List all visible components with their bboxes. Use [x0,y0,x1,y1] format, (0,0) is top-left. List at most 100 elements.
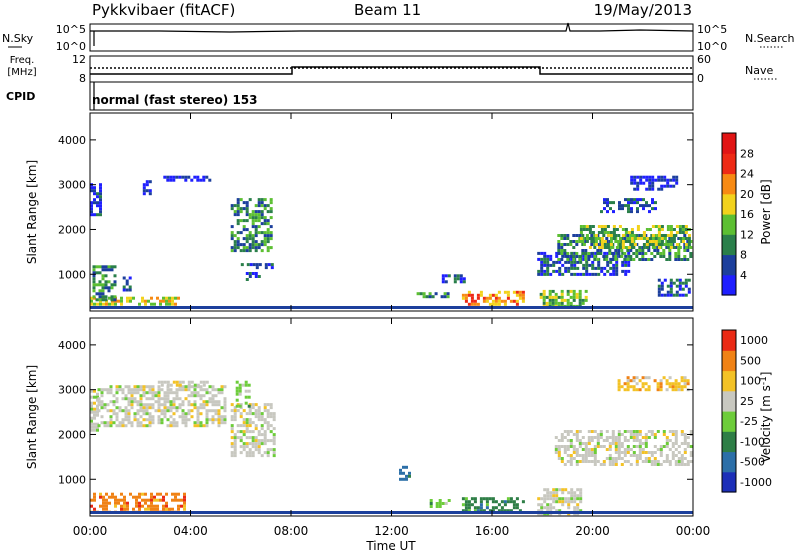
velocity-cell-11 [617,382,621,386]
power-cell-13 [600,269,604,273]
power-cell-15 [648,228,652,231]
power-cell-15 [681,228,685,231]
velocity-cell-8 [467,503,471,507]
power-cell-16 [627,201,630,205]
velocity-cell-2 [106,391,110,395]
power-cell-14 [587,252,591,255]
velocity-cell-10 [683,433,687,436]
power-cell-13 [540,272,544,276]
power-cell-12 [560,289,564,293]
velocity-cell-2 [103,424,107,428]
velocity-cell-8 [515,497,519,501]
velocity-cell-3 [202,380,206,384]
power-cell-17 [648,181,652,185]
power-cell-14 [668,252,672,255]
velocity-cell-0 [144,492,147,496]
power-cell-13 [615,260,619,264]
velocity-cell-7 [438,499,442,502]
velocity-cell-5 [247,395,251,399]
power-cell-15 [636,237,640,240]
power-cell-17 [675,181,679,185]
velocity-cell-10 [566,445,570,448]
power-cell-6 [233,240,237,244]
power-cell-6 [266,219,270,223]
power-cell-12 [572,289,576,293]
power-cell-18 [669,278,673,282]
velocity-cell-10 [617,445,621,448]
velocity-cell-4 [245,418,249,422]
velocity-cell-4 [254,412,258,416]
power-cell-6 [263,198,267,202]
power-cell-16 [630,198,633,202]
velocity-cell-4 [272,439,276,443]
power-cell-15 [600,246,604,249]
power-cell-11 [470,296,474,300]
power-cell-15 [621,243,625,246]
velocity-cell-2 [157,388,161,392]
velocity-cell-4 [233,433,237,437]
power-cell-13 [573,263,577,267]
velocity-cell-10 [650,430,654,433]
power-cell-13 [558,272,562,276]
power-cell-10 [441,274,445,278]
velocity-cell-2 [166,406,170,410]
power-cell-1 [104,295,108,299]
power-cell-6 [254,246,258,250]
summary-panels: N.Sky 10^5 10^0 10^5 10^0 N.Search Freq.… [2,22,795,111]
velocity-cell-10 [632,439,636,442]
velocity-colorbar-tick: 100 [740,375,761,388]
velocity-cell-2 [124,415,128,419]
velocity-cell-8 [491,506,495,510]
power-cell-6 [266,246,270,250]
power-cell-15 [663,234,667,237]
velocity-cell-10 [578,439,582,442]
power-cell-15 [681,231,685,234]
velocity-cell-10 [584,445,588,448]
velocity-cell-2 [196,424,200,428]
power-cell-15 [618,246,622,249]
power-cell-15 [594,234,598,237]
velocity-cell-4 [236,409,240,413]
velocity-cell-2 [151,394,155,398]
velocity-cell-8 [485,506,489,510]
power-cell-5 [184,178,188,182]
velocity-cell-2 [139,424,143,428]
power-cell-14 [659,255,663,258]
x-axis-label: Time UT [365,539,416,553]
velocity-cell-4 [260,412,264,416]
velocity-cell-2 [112,403,116,407]
velocity-cell-10 [557,451,561,454]
velocity-cell-10 [563,463,567,466]
velocity-cell-4 [272,412,276,416]
velocity-cell-2 [115,388,119,392]
velocity-cell-9 [537,497,541,501]
power-cell-2 [99,201,102,205]
velocity-cell-4 [254,427,258,431]
velocity-cell-10 [644,445,648,448]
power-cell-6 [236,198,240,202]
power-cell-13 [624,272,628,276]
power-cell-1 [101,298,105,302]
velocity-cell-2 [139,403,143,407]
power-cell-17 [636,184,640,188]
power-cell-2 [90,189,93,193]
power-cell-6 [245,234,249,238]
velocity-cell-4 [248,403,252,407]
power-cell-9 [422,295,426,299]
power-cell-0 [129,299,132,303]
velocity-cell-9 [546,503,550,507]
power-cell-6 [257,219,261,223]
power-cell-13 [582,272,586,276]
velocity-cell-2 [163,406,167,410]
power-cell-15 [606,246,610,249]
nave-label: Nave [745,64,773,77]
power-cell-16 [654,207,657,211]
velocity-cell-9 [576,506,580,510]
velocity-cell-2 [199,421,203,425]
velocity-cell-2 [103,403,107,407]
velocity-cell-6 [399,477,402,481]
velocity-cell-2 [130,388,134,392]
velocity-cell-7 [447,499,451,502]
power-cell-14 [572,255,576,258]
power-cell-14 [593,258,597,261]
